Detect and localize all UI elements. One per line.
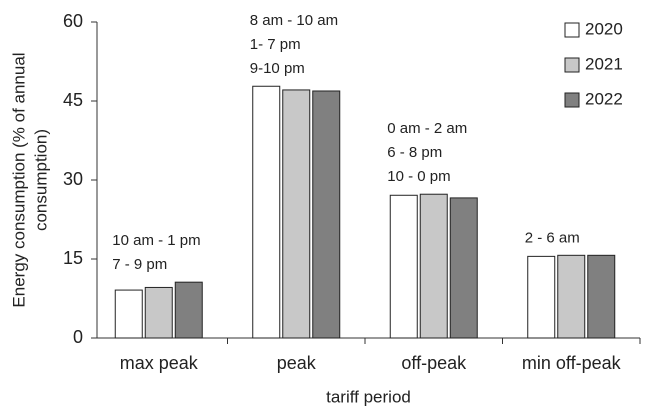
x-tick-label: min off-peak (522, 353, 622, 373)
bar (587, 254, 616, 339)
bar (419, 193, 448, 339)
bar (389, 194, 418, 339)
legend-label: 2022 (585, 89, 623, 108)
bar (312, 90, 341, 339)
y-tick-label: 0 (73, 327, 83, 347)
annotation: 10 am - 1 pm (112, 232, 200, 249)
y-axis-label: Energy consumption (% of annual (9, 52, 28, 307)
bar (557, 254, 586, 339)
y-tick-label: 30 (63, 169, 83, 189)
y-tick-label: 60 (63, 11, 83, 31)
annotation: 1- 7 pm (250, 36, 301, 53)
y-tick-label: 15 (63, 248, 83, 268)
x-tick-label: off-peak (401, 353, 467, 373)
annotation: 0 am - 2 am (387, 120, 467, 137)
y-axis-label: consumption) (31, 129, 50, 231)
bar (449, 197, 478, 339)
bar (252, 85, 281, 339)
bar (527, 255, 556, 339)
x-tick-label: max peak (120, 353, 199, 373)
bar (144, 286, 173, 339)
annotation: 6 - 8 pm (387, 144, 442, 161)
legend-swatch (564, 22, 580, 38)
legend-swatch (564, 57, 580, 73)
annotation: 9-10 pm (250, 60, 305, 77)
bar (114, 289, 143, 339)
legend-swatch (564, 92, 580, 108)
annotation: 7 - 9 pm (112, 256, 167, 273)
legend-label: 2020 (585, 19, 623, 38)
x-tick-label: peak (277, 353, 317, 373)
annotation: 2 - 6 am (525, 229, 580, 246)
x-axis-label: tariff period (326, 387, 411, 406)
legend-label: 2021 (585, 54, 623, 73)
annotation: 8 am - 10 am (250, 12, 338, 29)
y-tick-label: 45 (63, 90, 83, 110)
bar (282, 89, 311, 339)
bar (174, 281, 203, 339)
annotation: 10 - 0 pm (387, 168, 450, 185)
